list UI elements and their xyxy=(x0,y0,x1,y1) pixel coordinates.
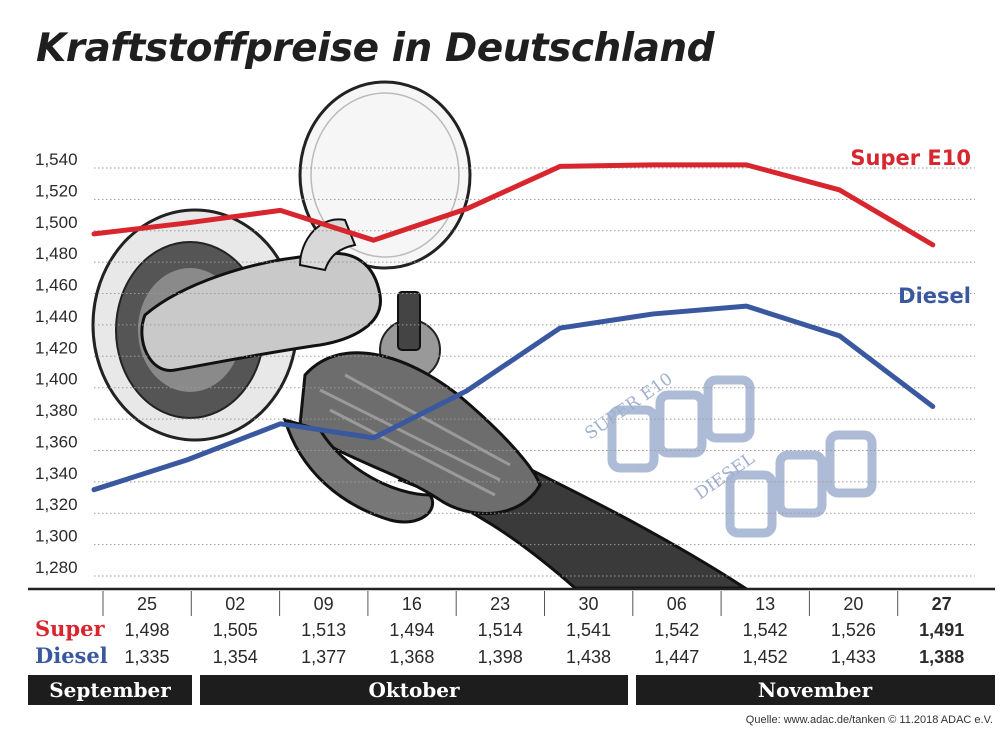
y-tick-label: 1,280 xyxy=(35,558,78,577)
value-cell-super: 1,542 xyxy=(743,620,788,640)
series-line-diesel xyxy=(91,303,936,493)
value-cell-super: 1,526 xyxy=(831,620,876,640)
value-cell-diesel: 1,335 xyxy=(124,647,169,667)
date-label: 27 xyxy=(932,594,952,614)
fuel-nozzle-illustration xyxy=(91,80,751,590)
value-cell-diesel: 1,377 xyxy=(301,647,346,667)
y-tick-label: 1,320 xyxy=(35,495,78,514)
gridlines xyxy=(94,167,975,577)
value-cell-diesel: 1,354 xyxy=(213,647,258,667)
y-tick-label: 1,460 xyxy=(35,276,78,295)
value-cell-diesel: 1,368 xyxy=(389,647,434,667)
series-label-super-e10: Super E10 xyxy=(850,146,971,170)
y-axis-ticks: 1,540 1,520 1,500 1,480 1,460 1,440 1,420 1,400… xyxy=(35,150,78,577)
y-tick-label: 1,500 xyxy=(35,213,78,232)
value-cell-diesel: 1,433 xyxy=(831,647,876,667)
month-bar-oktober xyxy=(200,675,628,705)
y-tick-label: 1,340 xyxy=(35,464,78,483)
y-tick-label: 1,520 xyxy=(35,181,78,200)
y-tick-label: 1,480 xyxy=(35,244,78,263)
series-lines xyxy=(91,162,936,493)
row-label-diesel: Diesel xyxy=(35,643,108,668)
date-label: 02 xyxy=(225,594,245,614)
value-cell-super: 1,498 xyxy=(124,620,169,640)
y-tick-label: 1,400 xyxy=(35,370,78,389)
value-cell-super: 1,541 xyxy=(566,620,611,640)
series-label-diesel: Diesel xyxy=(898,284,971,308)
value-cell-super: 1,513 xyxy=(301,620,346,640)
date-labels: 25 02 09 16 23 30 06 13 20 27 xyxy=(137,594,952,614)
y-tick-label: 1,540 xyxy=(35,150,78,169)
value-cell-diesel: 1,438 xyxy=(566,647,611,667)
value-cell-diesel: 1,388 xyxy=(919,647,964,667)
table-column-separators xyxy=(102,591,899,616)
y-tick-label: 1,440 xyxy=(35,307,78,326)
value-cell-super: 1,491 xyxy=(919,620,964,640)
value-cell-super: 1,514 xyxy=(478,620,523,640)
series-line-super-e10 xyxy=(91,162,936,248)
y-tick-label: 1,420 xyxy=(35,338,78,357)
row-label-super: Super xyxy=(35,616,105,641)
pump-display-illustration xyxy=(607,375,877,538)
date-label: 25 xyxy=(137,594,157,614)
month-label-september: September xyxy=(49,678,171,702)
y-tick-label: 1,300 xyxy=(35,527,78,546)
date-label: 30 xyxy=(578,594,598,614)
date-label: 20 xyxy=(843,594,863,614)
date-label: 09 xyxy=(314,594,334,614)
value-cell-super: 1,494 xyxy=(389,620,434,640)
chart-title: Kraftstoffpreise in Deutschland xyxy=(36,26,715,71)
value-cell-diesel: 1,398 xyxy=(478,647,523,667)
month-bar: September Oktober November xyxy=(28,675,995,705)
month-bar-november xyxy=(636,675,995,705)
y-tick-label: 1,380 xyxy=(35,401,78,420)
date-label: 13 xyxy=(755,594,775,614)
month-bar-september xyxy=(28,675,192,705)
date-label: 06 xyxy=(667,594,687,614)
month-label-november: November xyxy=(758,678,873,702)
value-cell-diesel: 1,452 xyxy=(743,647,788,667)
month-label-oktober: Oktober xyxy=(368,678,460,702)
value-cells: 1,498 1,505 1,513 1,494 1,514 1,541 1,542 1,542… xyxy=(124,620,964,667)
date-label: 16 xyxy=(402,594,422,614)
date-label: 23 xyxy=(490,594,510,614)
value-cell-super: 1,542 xyxy=(654,620,699,640)
value-cell-diesel: 1,447 xyxy=(654,647,699,667)
source-note: Quelle: www.adac.de/tanken © 11.2018 ADA… xyxy=(745,714,993,726)
value-cell-super: 1,505 xyxy=(213,620,258,640)
y-tick-label: 1,360 xyxy=(35,432,78,451)
